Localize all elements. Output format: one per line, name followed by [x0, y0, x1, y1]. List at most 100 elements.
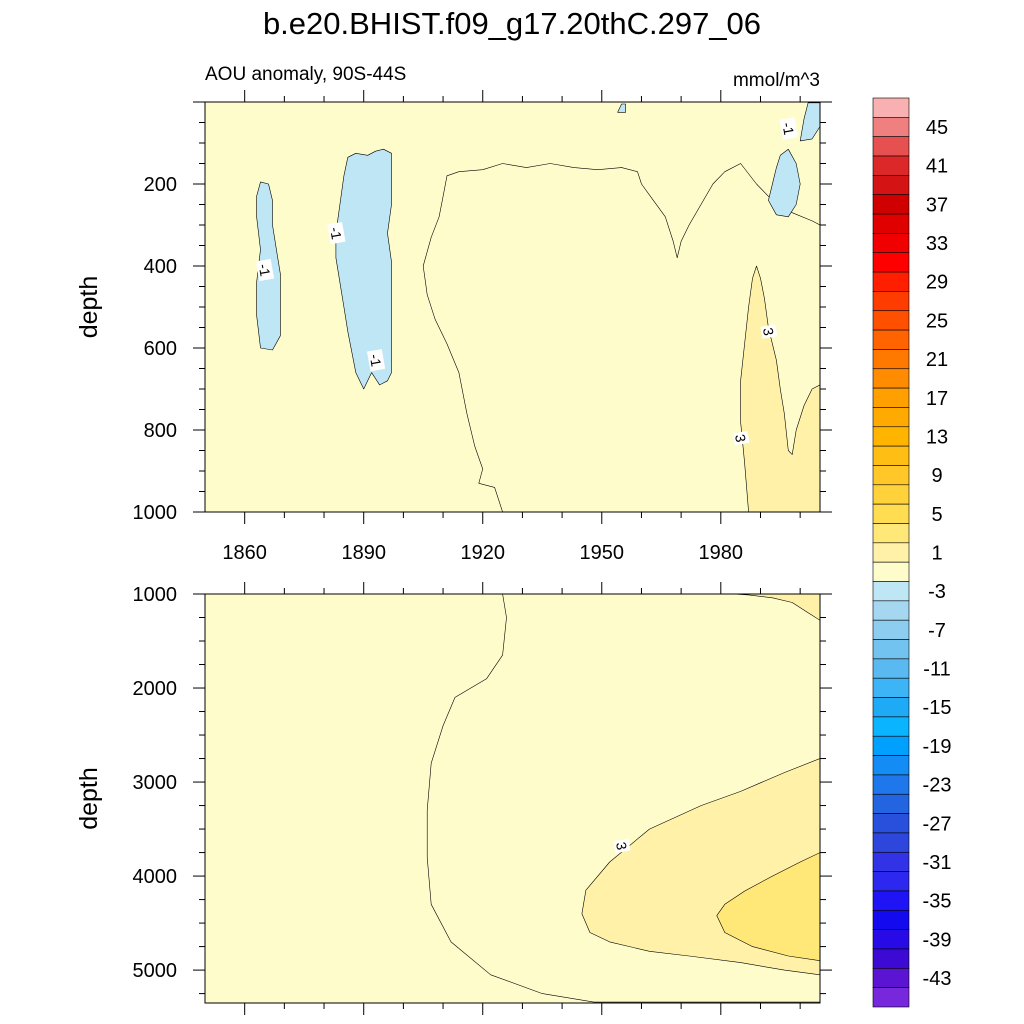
contour-regions	[256, 102, 820, 512]
colorbar-box	[872, 194, 910, 215]
colorbar-box	[872, 716, 910, 737]
colorbar-label: -35	[923, 891, 952, 913]
contour-region-1	[422, 163, 820, 512]
y-tick-label: 1000	[133, 584, 178, 606]
colorbar-box	[872, 658, 910, 679]
colorbar-label: 9	[931, 465, 942, 487]
colorbar: 45 41 37 33 29 25 21 17 13 9 5 1 -3 -7 -11 -15 -19 -23 -27…	[872, 97, 952, 1008]
y-tick-label: 4000	[133, 866, 178, 888]
contour-region-5	[716, 852, 820, 962]
contour-label-text: -1	[327, 226, 345, 241]
colorbar-box	[872, 503, 910, 524]
colorbar-box	[872, 213, 910, 234]
contour-label-text: 3	[732, 433, 749, 444]
colorbar-box	[872, 677, 910, 698]
colorbar-box	[872, 871, 910, 892]
colorbar-label: -43	[923, 968, 952, 990]
colorbar-box	[872, 310, 910, 331]
colorbar-label: -15	[923, 697, 952, 719]
contour-region-3	[732, 594, 820, 621]
colorbar-label: 21	[926, 349, 948, 371]
contour-region-neg3	[799, 102, 820, 142]
colorbar-label: 13	[926, 426, 948, 448]
colorbar-box	[872, 349, 910, 370]
contour-regions	[426, 594, 820, 1003]
colorbar-label: -23	[923, 775, 952, 797]
subtitle-left: AOU anomaly, 90S-44S	[205, 64, 406, 85]
y-tick-label: 400	[144, 256, 177, 278]
contour-label: -1	[256, 258, 275, 282]
colorbar-box	[872, 581, 910, 602]
contour-label: 3	[732, 430, 750, 446]
x-tick-label: 1950	[580, 542, 625, 564]
colorbar-box	[872, 542, 910, 563]
x-tick-label: 1890	[341, 542, 386, 564]
colorbar-box	[872, 793, 910, 814]
contour-label: -1	[367, 349, 386, 372]
colorbar-box	[872, 426, 910, 447]
colorbar-label: -27	[923, 813, 952, 835]
colorbar-box	[872, 252, 910, 273]
x-tick-label: 1980	[699, 542, 744, 564]
colorbar-box	[872, 155, 910, 176]
colorbar-label: 17	[926, 388, 948, 410]
colorbar-label: 33	[926, 233, 948, 255]
x-tick-label: 1920	[460, 542, 505, 564]
colorbar-box	[872, 97, 910, 118]
y-tick-label: 5000	[133, 960, 178, 982]
contour-label-text: 3	[613, 841, 630, 852]
colorbar-label: -11	[923, 659, 950, 681]
colorbar-box	[872, 600, 910, 621]
contour-label: 3	[613, 838, 631, 854]
contour-label-box	[779, 117, 798, 140]
colorbar-box	[872, 755, 910, 776]
contour-region-neg3	[617, 103, 626, 113]
colorbar-label: 5	[931, 504, 942, 526]
y-tick-label: 1000	[133, 502, 178, 524]
contour-label-text: -1	[256, 263, 274, 278]
colorbar-box	[872, 909, 910, 930]
y-tick-label: 3000	[133, 772, 178, 794]
y-tick-label: 800	[144, 420, 177, 442]
colorbar-label: 1	[931, 543, 942, 565]
colorbar-box	[872, 465, 910, 486]
contour-label-text: -1	[779, 121, 797, 136]
y-axis-label: depth	[75, 276, 103, 339]
colorbar-box	[872, 523, 910, 544]
y-tick-label: 200	[144, 174, 177, 196]
contour-region-neg3	[768, 148, 801, 218]
colorbar-box	[872, 445, 910, 466]
colorbar-box	[872, 291, 910, 312]
colorbar-box	[872, 639, 910, 660]
contour-label-box	[760, 324, 778, 339]
colorbar-label: -31	[923, 852, 952, 874]
colorbar-box	[872, 407, 910, 428]
colorbar-box	[872, 929, 910, 950]
colorbar-label: 41	[926, 156, 948, 178]
colorbar-label: 25	[926, 310, 948, 332]
contour-label-text: 3	[760, 326, 777, 337]
colorbar-box	[872, 948, 910, 969]
colorbar-box	[872, 136, 910, 157]
colorbar-label: -39	[923, 929, 952, 951]
lower-panel: 1000 2000 3000 4000 5000 depth 3	[75, 582, 832, 1015]
colorbar-box	[872, 175, 910, 196]
colorbar-box	[872, 484, 910, 505]
colorbar-box	[872, 619, 910, 640]
chart-title: b.e20.BHIST.f09_g17.20thC.297_06	[263, 6, 761, 41]
contour-label-box	[327, 221, 346, 245]
colorbar-box	[872, 233, 910, 254]
y-axis-label: depth	[75, 767, 103, 830]
colorbar-label: -7	[928, 620, 946, 642]
colorbar-box	[872, 561, 910, 582]
y-tick-label: 2000	[133, 678, 178, 700]
colorbar-label: 29	[926, 272, 948, 294]
contour-label: 3	[760, 324, 778, 339]
colorbar-box	[872, 387, 910, 408]
contour-label-box	[613, 838, 631, 854]
colorbar-box	[872, 697, 910, 718]
contour-label: -1	[779, 117, 798, 140]
units-label: mmol/m^3	[733, 70, 820, 91]
colorbar-label: 45	[926, 117, 948, 139]
